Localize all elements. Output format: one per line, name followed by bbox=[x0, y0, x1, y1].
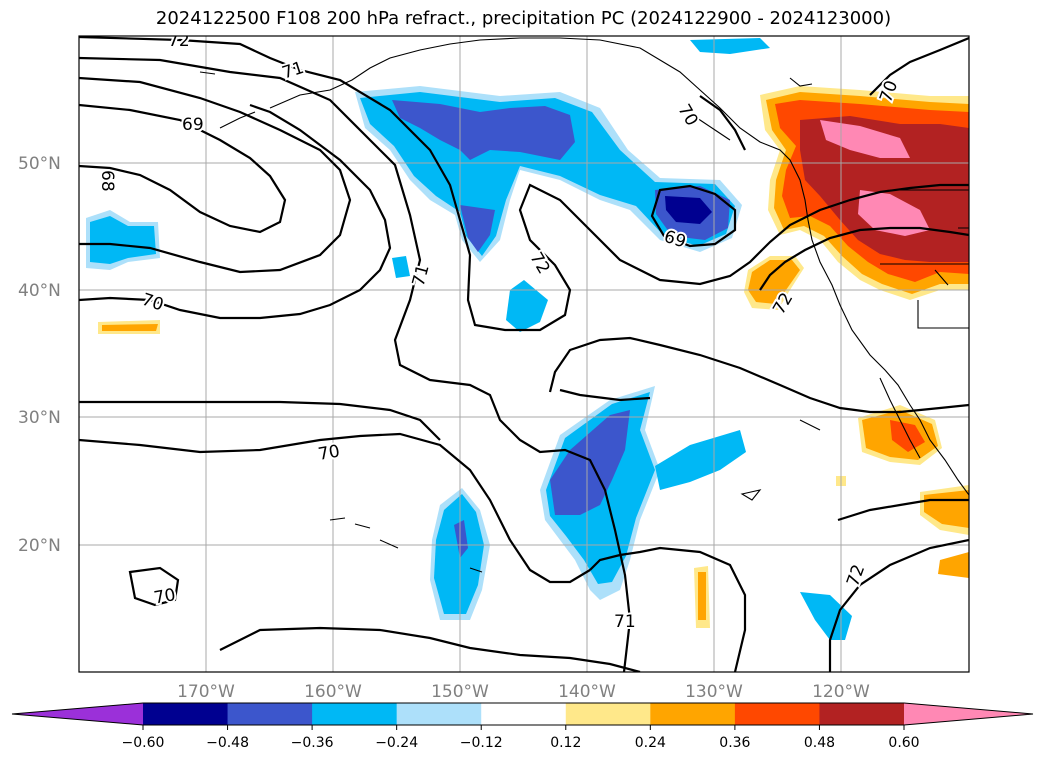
colorbar-bin bbox=[565, 703, 651, 725]
colorbar-bin bbox=[227, 703, 313, 725]
colorbar-bin bbox=[650, 703, 736, 725]
colorbar-ticks: −0.60 −0.48 −0.36 −0.24 −0.12 0.12 0.24 0.36 0.4… bbox=[122, 725, 920, 751]
chart-title: 2024122500 F108 200 hPa refract., precip… bbox=[155, 8, 892, 29]
colorbar-tick-label: 0.48 bbox=[804, 735, 835, 751]
neg-anomaly-mid-strong bbox=[460, 205, 495, 252]
neg-anomaly-subtropical-strong bbox=[550, 410, 630, 515]
lon-label-170w: 170°W bbox=[177, 682, 235, 702]
contour-label-70-south: 70 bbox=[152, 585, 177, 608]
pos-anomaly-west-strip-mid bbox=[102, 324, 158, 331]
colorbar-tick-label: −0.24 bbox=[375, 735, 418, 751]
pos-anomaly-strip-south-mid bbox=[698, 572, 706, 620]
precip-shading bbox=[86, 38, 969, 640]
contour-label-72-north: 72 bbox=[168, 31, 190, 51]
colorbar-bins bbox=[143, 703, 905, 725]
pos-anomaly-40n-west-mid bbox=[748, 260, 800, 304]
neg-anomaly-north-pacific-max bbox=[665, 196, 712, 224]
coastlines bbox=[199, 37, 969, 573]
colorbar-bin bbox=[819, 703, 905, 725]
lat-label-30n: 30°N bbox=[18, 408, 61, 428]
neg-anomaly-small-ne bbox=[690, 38, 770, 54]
colorbar-low-extension bbox=[12, 703, 143, 725]
lon-label-130w: 130°W bbox=[685, 682, 743, 702]
colorbar-tick-label: −0.60 bbox=[122, 735, 165, 751]
neg-anomaly-hawaii-band-mid bbox=[434, 494, 484, 614]
colorbar-high-extension bbox=[904, 703, 1033, 725]
lat-label-40n: 40°N bbox=[18, 281, 61, 301]
colorbar-bin bbox=[734, 703, 820, 725]
lat-label-20n: 20°N bbox=[18, 536, 61, 556]
neg-anomaly-east-patch bbox=[655, 430, 746, 490]
colorbar: −0.60 −0.48 −0.36 −0.24 −0.12 0.12 0.24 0.36 0.4… bbox=[11, 702, 1034, 751]
colorbar-bin bbox=[481, 703, 567, 725]
neg-anomaly-far-south bbox=[800, 592, 852, 640]
lon-label-150w: 150°W bbox=[431, 682, 489, 702]
colorbar-tick-label: 0.36 bbox=[719, 735, 750, 751]
pos-anomaly-northwest-extreme2 bbox=[858, 190, 930, 236]
colorbar-bin bbox=[396, 703, 482, 725]
refractivity-contours bbox=[79, 36, 969, 672]
colorbar-tick-label: 0.12 bbox=[550, 735, 581, 751]
neg-anomaly-west-patch-mid bbox=[90, 216, 156, 264]
colorbar-tick-label: −0.36 bbox=[291, 735, 334, 751]
contour-label-69-west: 69 bbox=[182, 115, 204, 135]
colorbar-tick-label: 0.24 bbox=[635, 735, 666, 751]
neg-anomaly-north-pacific-strong bbox=[392, 100, 575, 160]
lon-label-140w: 140°W bbox=[558, 682, 616, 702]
colorbar-tick-label: −0.12 bbox=[460, 735, 503, 751]
contour-label-68-west: 68 bbox=[97, 170, 117, 192]
graticule bbox=[79, 36, 969, 672]
contour-label-70-center: 70 bbox=[317, 441, 342, 464]
colorbar-bin bbox=[312, 703, 398, 725]
neg-anomaly-hawaii-strong bbox=[454, 520, 468, 558]
colorbar-tick-label: −0.48 bbox=[206, 735, 249, 751]
colorbar-tick-label: 0.60 bbox=[888, 735, 919, 751]
latitude-labels: 50°N 40°N 30°N 20°N bbox=[18, 154, 61, 556]
neg-anomaly-40n-patch bbox=[506, 280, 548, 332]
colorbar-bin bbox=[143, 703, 229, 725]
lon-label-120w: 120°W bbox=[812, 682, 870, 702]
pos-anomaly-northwest-extreme bbox=[820, 120, 910, 158]
longitude-labels: 170°W 160°W 150°W 140°W 130°W 120°W bbox=[177, 682, 870, 702]
pos-anomaly-south-east bbox=[938, 552, 969, 578]
lon-label-160w: 160°W bbox=[304, 682, 362, 702]
plot-frame bbox=[78, 35, 970, 673]
neg-anomaly-40n-small bbox=[392, 256, 410, 278]
lat-label-50n: 50°N bbox=[18, 154, 61, 174]
contour-label-71-south: 71 bbox=[614, 612, 636, 632]
